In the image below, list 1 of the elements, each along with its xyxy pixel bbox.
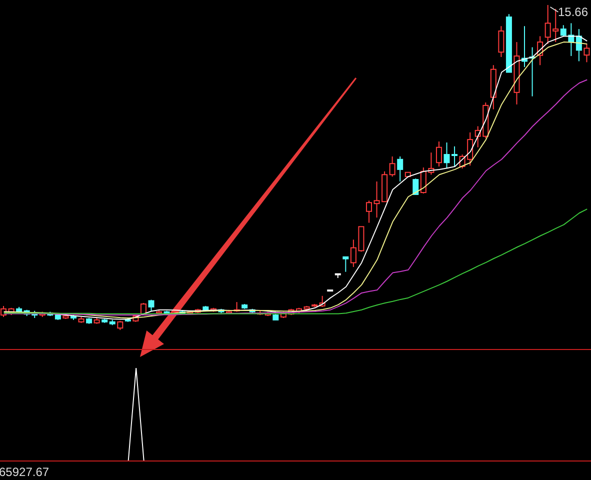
annotation: 15.66 <box>558 5 588 19</box>
